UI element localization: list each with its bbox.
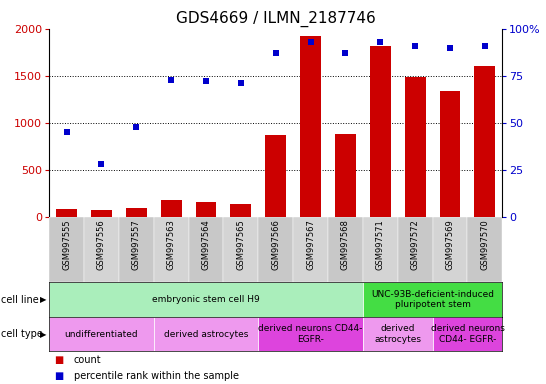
Bar	[474, 66, 495, 217]
Text: cell line: cell line	[1, 295, 38, 305]
Text: GSM997564: GSM997564	[201, 219, 211, 270]
Point	[201, 78, 210, 84]
Point	[167, 76, 175, 83]
Bar	[56, 209, 77, 217]
Bar	[363, 317, 432, 351]
Text: GSM997557: GSM997557	[132, 219, 141, 270]
Bar	[265, 135, 286, 217]
Text: ■: ■	[55, 355, 64, 365]
Bar	[328, 217, 363, 282]
Bar	[161, 200, 182, 217]
Point	[480, 43, 489, 49]
Text: GSM997556: GSM997556	[97, 219, 106, 270]
Point	[97, 161, 106, 167]
Text: undifferentiated: undifferentiated	[64, 329, 138, 339]
Point	[341, 50, 350, 56]
Bar	[363, 282, 502, 317]
Bar	[405, 77, 426, 217]
Text: GSM997571: GSM997571	[376, 219, 385, 270]
Point	[236, 80, 245, 86]
Bar	[195, 202, 216, 217]
Bar	[363, 217, 397, 282]
Bar	[335, 134, 356, 217]
Bar	[84, 217, 119, 282]
Bar	[300, 36, 321, 217]
Bar	[154, 317, 258, 351]
Bar	[432, 317, 502, 351]
Point	[411, 43, 419, 49]
Text: GSM997570: GSM997570	[480, 219, 489, 270]
Bar	[49, 282, 363, 317]
Bar	[223, 217, 258, 282]
Bar	[49, 317, 154, 351]
Bar	[91, 210, 112, 217]
Bar	[154, 217, 188, 282]
Text: UNC-93B-deficient-induced
pluripotent stem: UNC-93B-deficient-induced pluripotent st…	[371, 290, 494, 309]
Bar	[293, 217, 328, 282]
Text: cell type: cell type	[1, 329, 43, 339]
Point	[62, 129, 71, 135]
Text: derived astrocytes: derived astrocytes	[164, 329, 248, 339]
Bar	[119, 217, 154, 282]
Bar	[126, 209, 147, 217]
Text: GSM997567: GSM997567	[306, 219, 315, 270]
Point	[376, 39, 385, 45]
Text: GSM997568: GSM997568	[341, 219, 350, 270]
Text: percentile rank within the sample: percentile rank within the sample	[74, 371, 239, 381]
Bar	[440, 91, 460, 217]
Text: count: count	[74, 355, 102, 365]
Text: derived
astrocytes: derived astrocytes	[374, 324, 422, 344]
Bar	[188, 217, 223, 282]
Point	[446, 45, 454, 51]
Bar	[258, 217, 293, 282]
Text: GSM997572: GSM997572	[411, 219, 420, 270]
Point	[271, 50, 280, 56]
Text: ▶: ▶	[40, 329, 46, 339]
Bar	[230, 204, 251, 217]
Text: GSM997563: GSM997563	[167, 219, 176, 270]
Title: GDS4669 / ILMN_2187746: GDS4669 / ILMN_2187746	[176, 11, 376, 27]
Text: GSM997566: GSM997566	[271, 219, 280, 270]
Bar	[432, 217, 467, 282]
Bar	[370, 46, 391, 217]
Bar	[49, 217, 84, 282]
Text: derived neurons CD44-
EGFR-: derived neurons CD44- EGFR-	[258, 324, 363, 344]
Bar	[258, 317, 363, 351]
Bar	[467, 217, 502, 282]
Text: GSM997555: GSM997555	[62, 219, 71, 270]
Text: embryonic stem cell H9: embryonic stem cell H9	[152, 295, 260, 304]
Text: GSM997565: GSM997565	[236, 219, 245, 270]
Text: derived neurons
CD44- EGFR-: derived neurons CD44- EGFR-	[431, 324, 505, 344]
Bar	[397, 217, 432, 282]
Text: GSM997569: GSM997569	[446, 219, 454, 270]
Point	[132, 124, 141, 130]
Point	[306, 39, 315, 45]
Text: ▶: ▶	[40, 295, 46, 304]
Text: ■: ■	[55, 371, 64, 381]
